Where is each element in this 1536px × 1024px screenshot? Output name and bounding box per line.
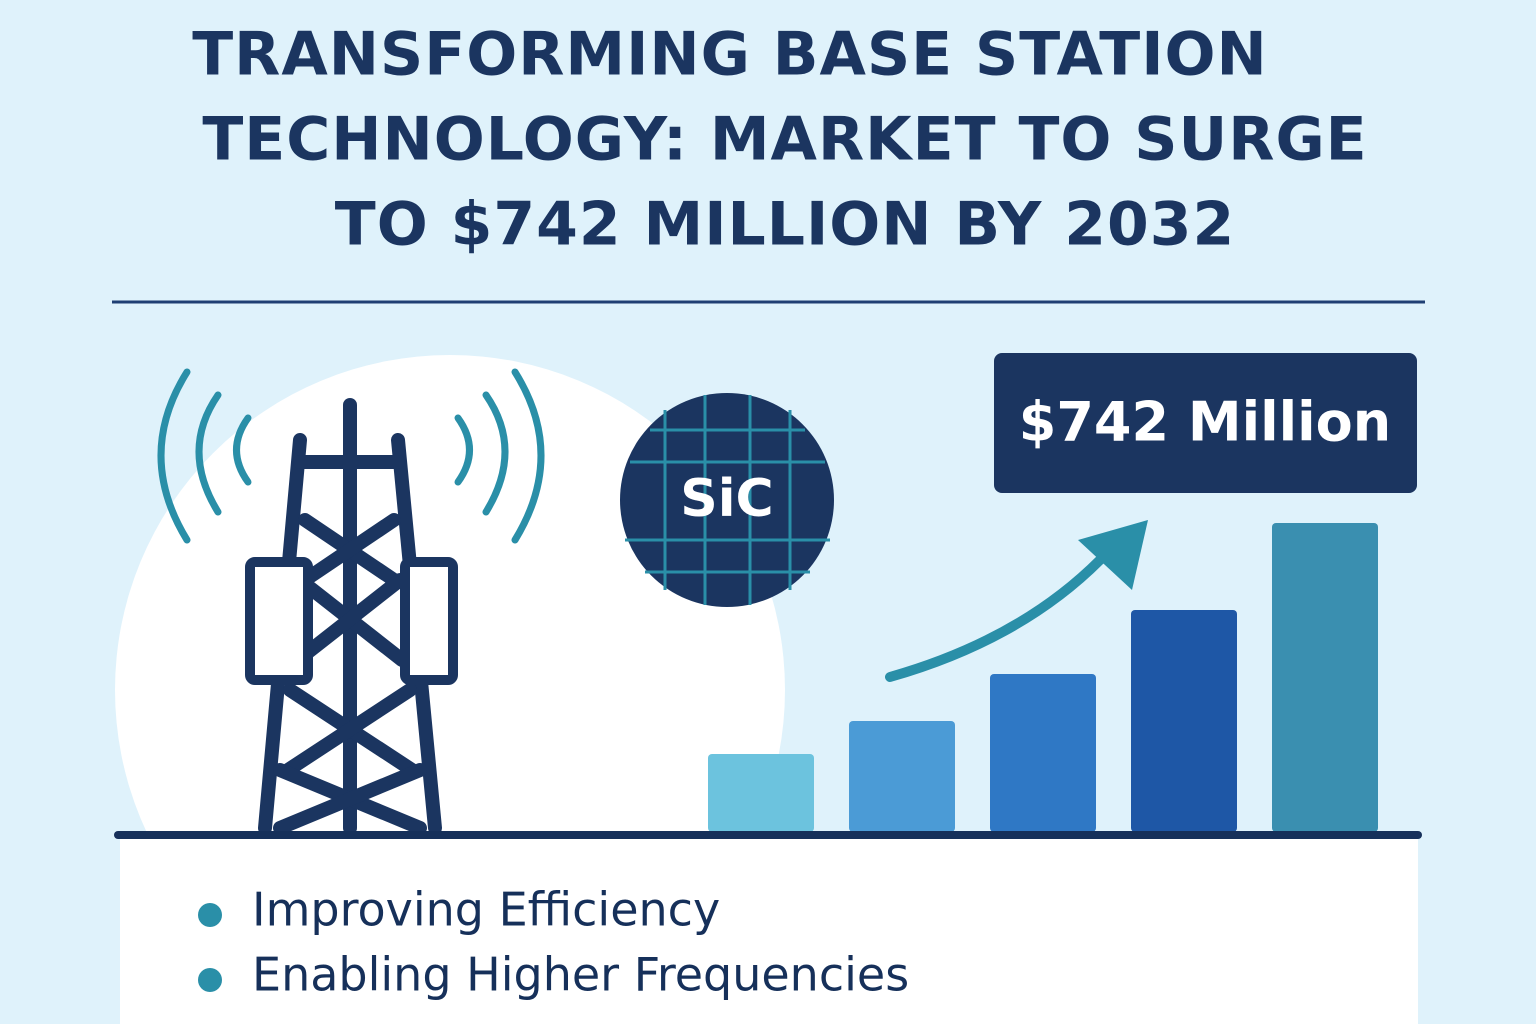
bar <box>1272 523 1378 832</box>
title-line: TECHNOLOGY: MARKET TO SURGE <box>202 105 1367 175</box>
backdrop-panel <box>120 838 1418 1024</box>
bullet-text: Enabling Higher Frequencies <box>252 948 909 1002</box>
arrow-head <box>1078 520 1148 590</box>
sic-badge <box>620 393 834 607</box>
antenna-panel <box>245 557 313 685</box>
chip-grid <box>625 395 830 605</box>
callout-box <box>994 353 1417 493</box>
sic-label: SiC <box>680 469 773 529</box>
antenna-panel <box>400 557 458 685</box>
tower-icon <box>258 398 442 835</box>
bar <box>1131 610 1237 832</box>
title-line: TO $742 MILLION BY 2032 <box>335 190 1235 260</box>
growth-arrow <box>885 555 1105 682</box>
title-line: TRANSFORMING BASE STATION <box>192 20 1268 90</box>
bar <box>849 721 955 832</box>
bar <box>708 754 814 832</box>
bar <box>990 674 1096 832</box>
bullet-dot <box>198 968 222 992</box>
signal-waves <box>157 368 545 544</box>
callout-label: $742 Million <box>1019 391 1391 454</box>
bullet-text: Improving Efficiency <box>252 883 720 937</box>
bullet-dot <box>198 903 222 927</box>
